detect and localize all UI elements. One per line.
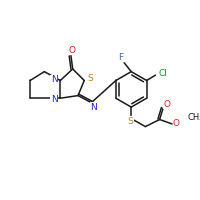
Text: S: S [127,117,133,126]
Text: F: F [118,53,123,62]
Text: CH₃: CH₃ [187,113,200,122]
Text: O: O [68,46,75,55]
Text: S: S [88,74,93,83]
Text: Cl: Cl [158,69,167,78]
Text: N: N [51,95,57,104]
Text: N: N [91,103,97,112]
Text: N: N [51,75,57,84]
Text: O: O [163,100,170,109]
Text: O: O [173,119,180,128]
